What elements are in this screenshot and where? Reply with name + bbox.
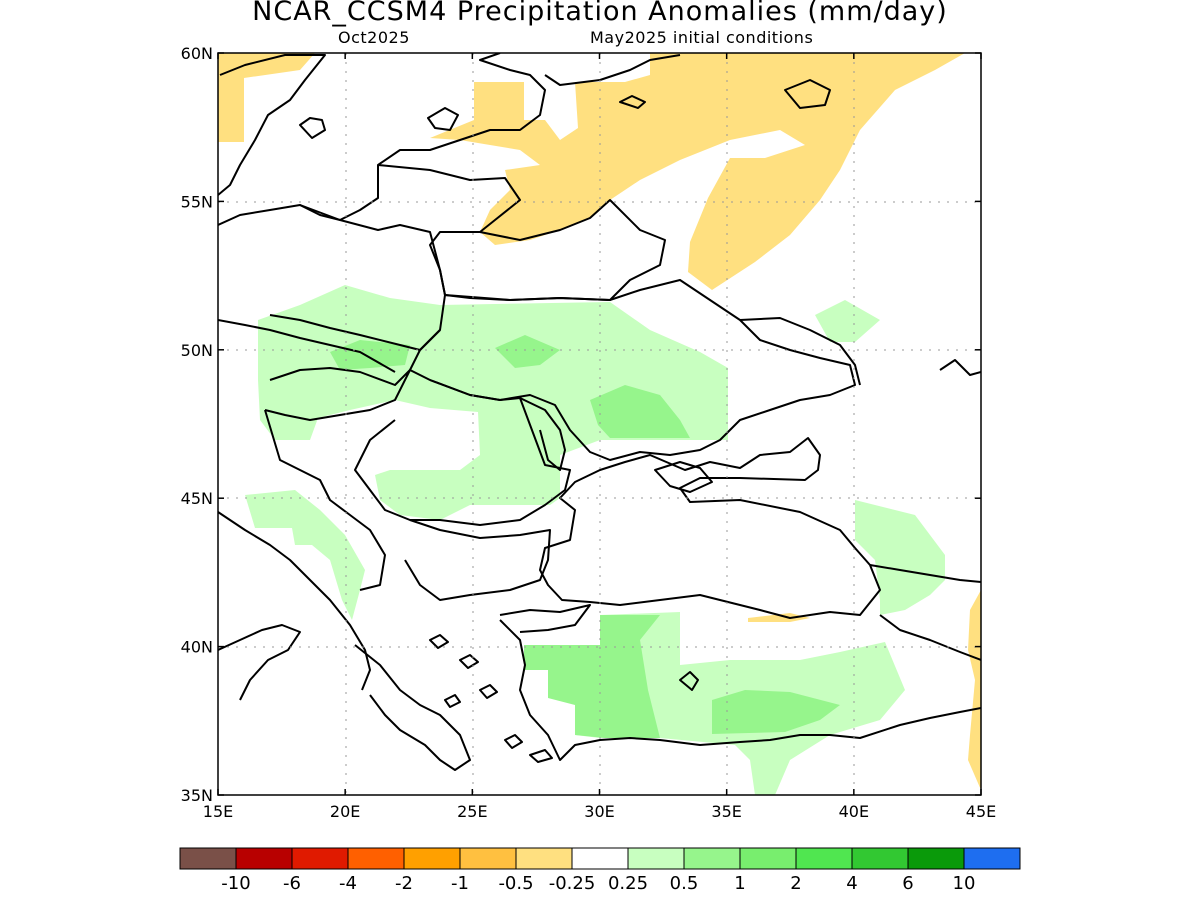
colorbar-label: -0.5	[498, 873, 533, 894]
lon-label: 20E	[330, 802, 360, 821]
hungary-slovakia-borders	[264, 367, 411, 421]
italy-coastline	[218, 624, 301, 701]
marmara-coast	[499, 604, 591, 633]
anomaly-fields	[218, 53, 981, 795]
caucasus-borders	[869, 564, 981, 583]
baltic-states-borders	[377, 164, 521, 233]
czech-austria-borders	[218, 319, 396, 373]
lat-label: 45N	[181, 489, 213, 508]
lon-label: 15E	[203, 802, 233, 821]
colorbar-swatch	[403, 847, 461, 870]
colorbar-swatch	[683, 847, 741, 870]
lake-ladoga	[784, 79, 831, 109]
lon-label: 30E	[584, 802, 614, 821]
wet-core-anatolia-west	[524, 615, 660, 738]
dry-region-black-sea-east	[748, 613, 810, 622]
wet-core-ukraine-south	[590, 385, 690, 438]
colorbar-label: -1	[451, 873, 469, 894]
crimea-coastline	[654, 461, 713, 493]
wet-region-ne-spot	[815, 300, 880, 342]
lat-label: 55N	[181, 192, 213, 211]
caspian-coast	[939, 359, 981, 376]
adriatic-coastline	[218, 511, 371, 691]
dry-region-east-edge	[968, 590, 981, 790]
initial-conditions: May2025 initial conditions	[590, 28, 814, 47]
colorbar-label: -10	[221, 873, 250, 894]
moldova-border	[519, 397, 566, 471]
colorbar-swatch	[963, 847, 1021, 870]
colorbar: -10 -6 -4 -2 -1 -0.5 -0.25 0.25 0.5 1 2 4 6 10	[179, 847, 1021, 894]
wet-region-adriatic-coast	[245, 490, 365, 620]
sweden-coastline	[218, 54, 326, 196]
gotland-island	[299, 117, 326, 139]
colorbar-swatch	[907, 847, 965, 870]
aegean-islands	[429, 634, 553, 763]
lat-label: 35N	[181, 786, 213, 805]
wet-core-ukraine-west	[495, 335, 560, 368]
graticule	[218, 53, 981, 795]
black-sea-coastline	[539, 437, 881, 619]
lake-onega	[619, 95, 646, 109]
wet-core-anatolia-east	[712, 690, 840, 734]
dry-region-nw-corner	[218, 53, 315, 142]
wet-medium-regions	[330, 335, 840, 738]
colorbar-label: -4	[339, 873, 357, 894]
lat-label: 40N	[181, 638, 213, 657]
romania-border	[354, 379, 571, 526]
colorbar-label: -0.25	[549, 873, 596, 894]
colorbar-swatch	[795, 847, 853, 870]
colorbar-swatch	[571, 847, 629, 870]
colorbar-label: 0.5	[670, 873, 699, 894]
colorbar-label: 1	[734, 873, 745, 894]
colorbar-swatch	[347, 847, 405, 870]
dry-anomaly-regions	[218, 53, 981, 790]
lon-label: 35E	[711, 802, 741, 821]
colorbar-swatch	[291, 847, 349, 870]
lon-label: 45E	[966, 802, 996, 821]
colorbar-swatch	[515, 847, 573, 870]
bulgaria-border	[404, 519, 551, 601]
colorbar-label: -2	[395, 873, 413, 894]
colorbar-label: 4	[846, 873, 857, 894]
colorbar-label: 0.25	[608, 873, 648, 894]
forecast-month: Oct2025	[338, 28, 410, 47]
wet-region-black-sea-east-coast	[855, 500, 945, 645]
poland-border	[269, 204, 446, 351]
colorbar-swatch	[851, 847, 909, 870]
colorbar-label: 6	[902, 873, 913, 894]
greece-coastline	[354, 644, 471, 771]
serbia-croatia-borders	[264, 409, 386, 591]
map-title: NCAR_CCSM4 Precipitation Anomalies (mm/d…	[252, 0, 948, 27]
colorbar-swatch	[235, 847, 293, 870]
aegean-turkey-coast	[499, 619, 981, 761]
finland-gulf-coast	[544, 54, 681, 86]
lon-label: 25E	[457, 802, 487, 821]
lat-label: 60N	[181, 44, 213, 63]
colorbar-label: -6	[283, 873, 301, 894]
coastlines-and-borders	[218, 53, 981, 771]
dry-region-baltic	[430, 53, 965, 290]
wet-core-carpathian	[330, 340, 410, 370]
colorbar-swatch	[739, 847, 797, 870]
lat-label: 50N	[181, 341, 213, 360]
lon-label: 40E	[839, 802, 869, 821]
cyprus-coast	[679, 671, 699, 691]
colorbar-label: 2	[790, 873, 801, 894]
colorbar-swatch	[627, 847, 685, 870]
colorbar-label: 10	[953, 873, 976, 894]
colorbar-swatch	[179, 847, 237, 870]
russia-east-border	[739, 317, 861, 386]
saaremaa-island	[427, 107, 459, 131]
turkey-east-border	[879, 614, 981, 661]
colorbar-swatch	[459, 847, 517, 870]
